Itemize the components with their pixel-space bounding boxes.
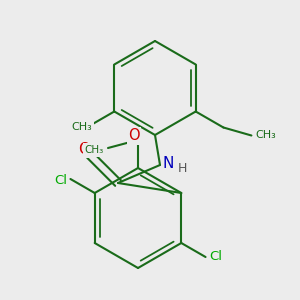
Text: CH₃: CH₃: [84, 145, 104, 155]
Text: Cl: Cl: [209, 250, 222, 263]
Text: N: N: [162, 155, 174, 170]
Text: CH₃: CH₃: [72, 122, 92, 133]
Text: CH₃: CH₃: [255, 130, 276, 140]
Text: Cl: Cl: [54, 175, 67, 188]
Text: O: O: [78, 142, 90, 157]
Text: O: O: [128, 128, 140, 143]
Text: H: H: [177, 161, 187, 175]
